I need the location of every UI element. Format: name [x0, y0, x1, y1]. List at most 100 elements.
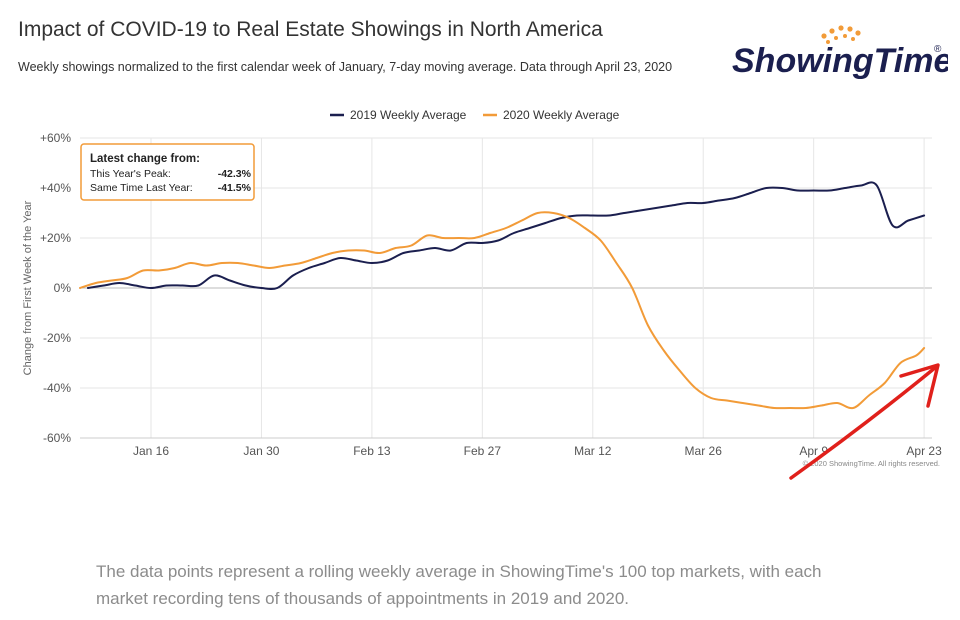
data-point-2019: [639, 209, 641, 211]
data-point-2019: [260, 287, 262, 289]
data-point-2019: [276, 287, 278, 289]
data-point-2019: [923, 214, 925, 216]
y-tick-label: +40%: [40, 181, 71, 195]
data-point-2019: [891, 224, 893, 226]
data-point-2020: [284, 264, 286, 266]
data-point-2020: [726, 399, 728, 401]
data-point-2020: [884, 382, 886, 384]
data-point-2020: [174, 267, 176, 269]
data-point-2020: [379, 252, 381, 254]
annotation-arrow-icon: [789, 363, 940, 480]
data-point-2019: [245, 284, 247, 286]
series-line-2020: [79, 211, 926, 410]
data-point-2020: [95, 282, 97, 284]
x-tick-label: Mar 12: [574, 444, 612, 458]
data-point-2019: [576, 214, 578, 216]
copyright-credit: © 2020 ShowingTime. All rights reserved.: [803, 459, 940, 468]
data-point-2020: [899, 362, 901, 364]
logo-sunburst-icon: [821, 25, 861, 44]
y-axis: +60% +40% +20% 0% -20% -40% -60%: [40, 131, 71, 445]
data-point-2020: [237, 262, 239, 264]
data-point-2019: [387, 259, 389, 261]
y-tick-label: +60%: [40, 131, 71, 145]
data-point-2019: [323, 262, 325, 264]
data-point-2019: [560, 217, 562, 219]
data-point-2020: [647, 324, 649, 326]
data-point-2020: [694, 387, 696, 389]
data-point-2020: [789, 407, 791, 409]
data-point-2020: [852, 407, 854, 409]
showingtime-logo: ShowingTime ®: [732, 25, 948, 80]
data-point-2019: [797, 189, 799, 191]
data-point-2019: [529, 227, 531, 229]
data-point-2019: [418, 249, 420, 251]
data-point-2019: [103, 284, 105, 286]
data-point-2020: [189, 262, 191, 264]
x-tick-label: Jan 16: [133, 444, 169, 458]
data-point-2019: [718, 199, 720, 201]
data-point-2019: [513, 232, 515, 234]
data-point-2020: [505, 227, 507, 229]
data-point-2019: [765, 187, 767, 189]
data-point-2020: [923, 347, 925, 349]
legend: 2019 Weekly Average 2020 Weekly Average: [330, 108, 620, 122]
data-point-2020: [742, 402, 744, 404]
data-point-2019: [166, 284, 168, 286]
data-point-2019: [355, 259, 357, 261]
data-point-2020: [110, 279, 112, 281]
x-tick-label: Jan 30: [243, 444, 279, 458]
data-point-2020: [552, 212, 554, 214]
data-point-2020: [836, 402, 838, 404]
x-tick-label: Feb 27: [464, 444, 502, 458]
data-point-2020: [710, 397, 712, 399]
data-point-2020: [300, 262, 302, 264]
data-point-2019: [828, 189, 830, 191]
data-point-2020: [331, 252, 333, 254]
legend-item-2020[interactable]: 2020 Weekly Average: [483, 108, 620, 122]
legend-label-2019: 2019 Weekly Average: [350, 108, 467, 122]
data-point-2019: [229, 279, 231, 281]
latest-change-callout: Latest change from: This Year's Peak: -4…: [80, 143, 255, 201]
data-point-2019: [749, 192, 751, 194]
data-point-2020: [158, 269, 160, 271]
x-axis: Jan 16 Jan 30 Feb 13 Feb 27 Mar 12 Mar 26 Apr …: [80, 437, 942, 458]
data-point-2020: [489, 232, 491, 234]
logo-text: ShowingTime: [732, 42, 948, 80]
y-tick-label: -20%: [43, 331, 71, 345]
chart-title: Impact of COVID-19 to Real Estate Showin…: [18, 18, 603, 41]
chart-caption: The data points represent a rolling week…: [96, 562, 822, 608]
data-point-2019: [87, 287, 89, 289]
data-point-2019: [686, 202, 688, 204]
callout-last-year-label: Same Time Last Year:: [90, 182, 193, 194]
data-point-2020: [584, 227, 586, 229]
y-axis-label: Change from First Week of the Year: [22, 200, 34, 375]
legend-item-2019[interactable]: 2019 Weekly Average: [330, 108, 467, 122]
data-point-2019: [623, 212, 625, 214]
data-point-2019: [544, 222, 546, 224]
data-point-2019: [481, 242, 483, 244]
callout-peak-label: This Year's Peak:: [90, 168, 171, 180]
data-point-2019: [607, 214, 609, 216]
x-tick-label: Apr 23: [906, 444, 942, 458]
data-point-2020: [316, 257, 318, 259]
data-point-2020: [458, 237, 460, 239]
data-point-2020: [615, 262, 617, 264]
data-point-2020: [442, 237, 444, 239]
data-point-2019: [450, 249, 452, 251]
y-tick-label: -40%: [43, 381, 71, 395]
data-point-2019: [844, 187, 846, 189]
data-point-2019: [371, 262, 373, 264]
line-chart: +60% +40% +20% 0% -20% -40% -60% Jan 16 Jan 30 F…: [22, 108, 942, 480]
data-point-2020: [142, 269, 144, 271]
data-point-2020: [805, 407, 807, 409]
x-tick-label: Mar 26: [685, 444, 723, 458]
data-point-2019: [308, 267, 310, 269]
data-point-2020: [79, 287, 81, 289]
data-point-2019: [497, 239, 499, 241]
data-point-2020: [252, 264, 254, 266]
data-point-2019: [702, 202, 704, 204]
data-point-2019: [197, 284, 199, 286]
data-point-2019: [813, 189, 815, 191]
callout-peak-value: -42.3%: [218, 168, 252, 180]
data-point-2019: [402, 252, 404, 254]
